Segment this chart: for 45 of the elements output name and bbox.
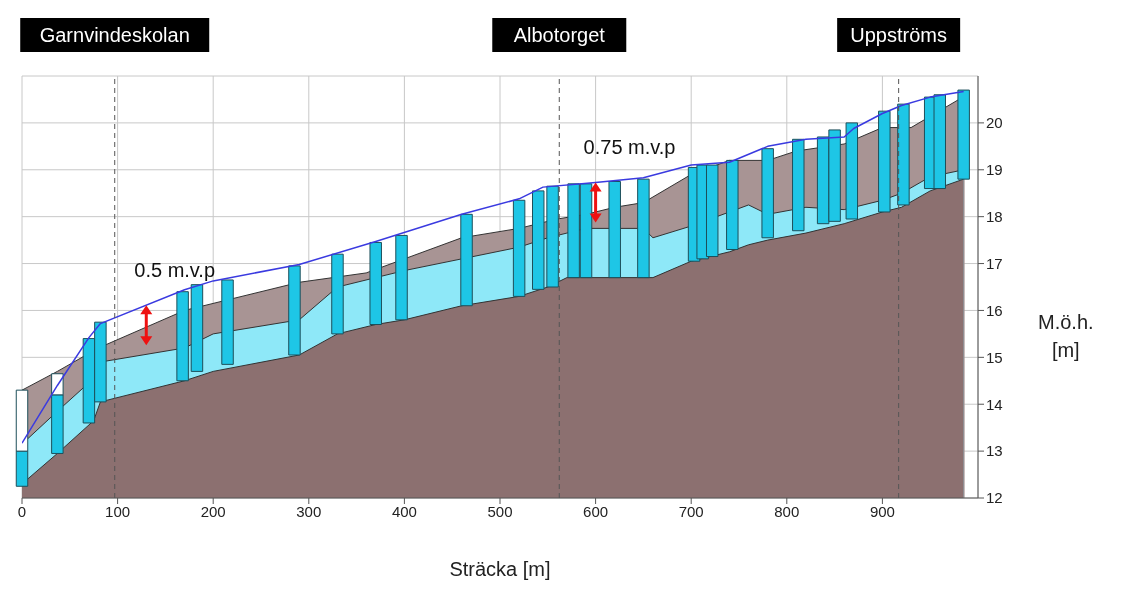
y-tick-label: 16: [986, 301, 1003, 319]
line-series: [22, 90, 965, 444]
x-tick-label: 100: [105, 502, 131, 520]
x-tick-label: 300: [296, 502, 322, 520]
x-axis-title: Sträcka [m]: [449, 558, 551, 580]
annotation: 0.75 m.v.p: [583, 136, 676, 159]
annotation: 0.5 m.v.p: [134, 259, 216, 282]
ref-line-label: Uppströms: [850, 24, 947, 46]
x-tick-label: 500: [487, 502, 513, 520]
bar: [395, 234, 408, 321]
bar: [190, 284, 204, 372]
bar: [637, 178, 650, 279]
x-tick-label: 600: [583, 502, 609, 520]
bar: [176, 291, 189, 382]
y-tick-label: 18: [986, 207, 1003, 225]
bar: [878, 110, 891, 213]
bar: [845, 122, 859, 220]
ref-line-label: Garnvindeskolan: [39, 24, 190, 46]
bar: [957, 89, 970, 180]
y-tick-label: 20: [986, 114, 1003, 132]
bar: [792, 138, 805, 232]
y-tick-label: 19: [986, 161, 1003, 179]
y-tick-label: 14: [986, 395, 1003, 413]
bar: [331, 253, 344, 335]
y-tick-label: 15: [986, 348, 1003, 366]
x-tick-label: 0: [17, 502, 27, 520]
x-tick-label: 200: [200, 502, 226, 520]
y-tick-label: 12: [986, 489, 1003, 507]
x-tick-label: 900: [869, 502, 895, 520]
bar: [369, 241, 382, 326]
bar: [460, 213, 473, 307]
x-tick-label: 700: [678, 502, 704, 520]
bar: [608, 181, 621, 279]
bar: [897, 103, 910, 206]
bar: [726, 159, 739, 250]
bar: [512, 199, 526, 297]
bar: [761, 148, 774, 239]
x-tick-label: 400: [391, 502, 417, 520]
ref-line-label: Albotorget: [513, 24, 606, 46]
y-tick-label: 13: [986, 442, 1003, 460]
x-tick-label: 800: [774, 502, 800, 520]
y-axis-title: M.ö.h. [m]: [1038, 310, 1094, 363]
y-tick-label: 17: [986, 254, 1003, 272]
bar: [221, 279, 234, 365]
bar: [288, 265, 301, 356]
